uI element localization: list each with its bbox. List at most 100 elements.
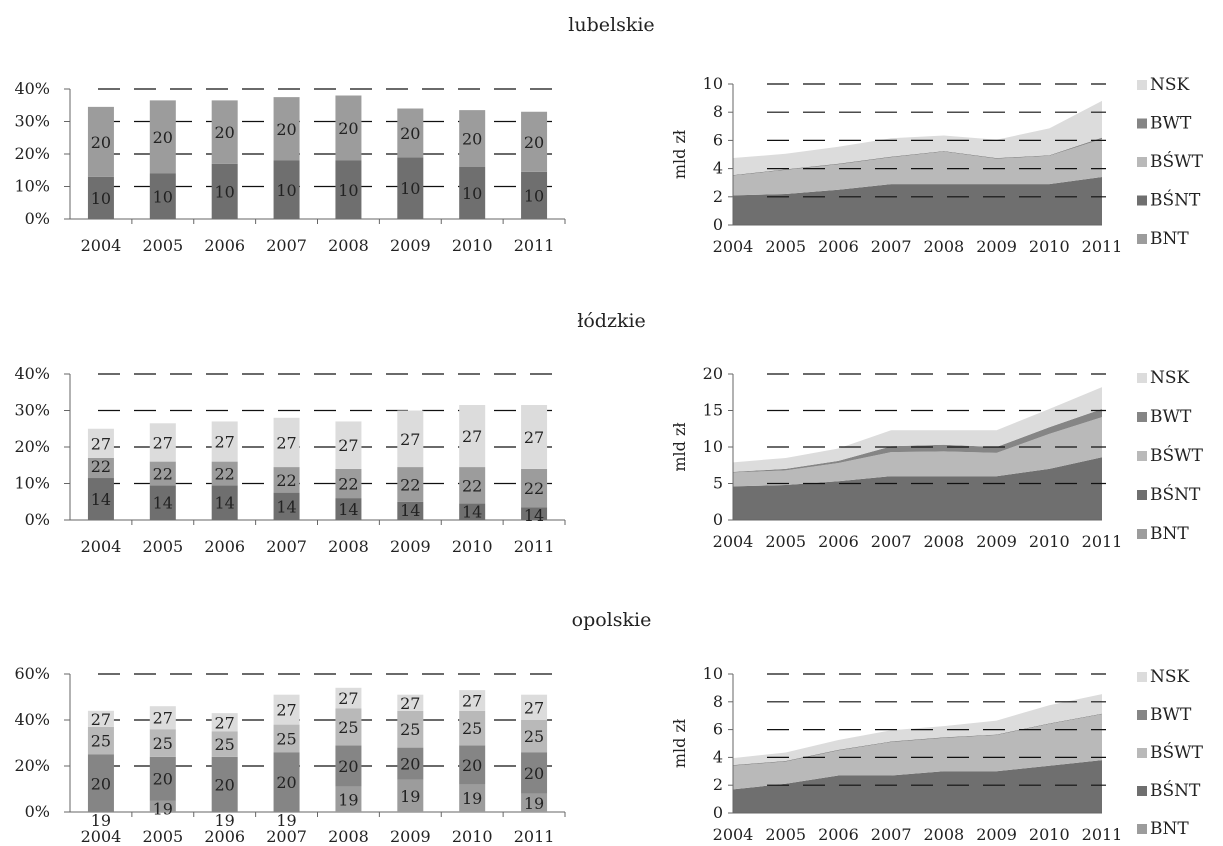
bar-data-label: 20 xyxy=(215,123,235,142)
y-tick-label: 15 xyxy=(703,401,723,420)
x-tick-label: 2011 xyxy=(514,827,555,846)
bar-data-label: 19 xyxy=(400,787,420,806)
x-tick-label: 2009 xyxy=(390,236,431,255)
bar-segment xyxy=(87,428,114,458)
region-title-opolskie: opolskie xyxy=(571,609,652,631)
bar-data-label: 10 xyxy=(400,179,420,198)
legend-label: BŚNT xyxy=(1150,484,1201,505)
legend-label: NSK xyxy=(1150,368,1190,388)
y-tick-label: 20% xyxy=(14,756,50,775)
x-tick-label: 2011 xyxy=(1082,532,1123,551)
bar-segment xyxy=(273,694,300,725)
bar-data-label: 20 xyxy=(276,120,296,139)
bar-segment xyxy=(521,171,548,219)
bar-segment xyxy=(273,467,300,493)
bar-segment xyxy=(149,706,176,730)
bar-segment xyxy=(521,468,548,508)
y-tick-label: 10% xyxy=(14,177,50,196)
x-tick-label: 2008 xyxy=(923,825,964,844)
x-tick-label: 2011 xyxy=(1082,825,1123,844)
legend-label: BŚNT xyxy=(1150,780,1201,801)
bar-data-label: 19 xyxy=(91,811,111,830)
bar-segment xyxy=(87,710,114,727)
bar-segment xyxy=(273,417,300,468)
legend-label: BNT xyxy=(1150,524,1189,544)
bar-segment xyxy=(149,173,176,219)
bar-data-label: 27 xyxy=(215,433,235,452)
y-tick-label: 60% xyxy=(14,664,50,683)
bar-data-label: 14 xyxy=(524,506,544,525)
bar-data-label: 14 xyxy=(276,497,296,516)
x-tick-label: 2007 xyxy=(871,825,912,844)
bar-segment xyxy=(149,729,176,757)
bar-segment xyxy=(397,410,424,468)
bar-segment xyxy=(211,731,238,757)
bar-data-label: 14 xyxy=(153,494,173,513)
bar-segment xyxy=(459,745,486,785)
area-series xyxy=(733,177,1102,225)
x-tick-label: 2008 xyxy=(923,237,964,256)
y-tick-label: 0 xyxy=(713,803,723,822)
bar-segment xyxy=(211,713,238,732)
region-title-lubelskie: lubelskie xyxy=(568,14,655,36)
x-tick-label: 2005 xyxy=(765,825,806,844)
bar-segment xyxy=(273,97,300,161)
bar-segment xyxy=(149,461,176,486)
bar-data-label: 20 xyxy=(524,133,544,152)
bar-data-label: 25 xyxy=(524,727,544,746)
bar-data-label: 10 xyxy=(276,181,296,200)
bar-data-label: 22 xyxy=(91,457,111,476)
bar-data-label: 20 xyxy=(400,755,420,774)
bar-data-label: 27 xyxy=(338,436,358,455)
legend-swatch xyxy=(1137,786,1147,796)
legend-swatch xyxy=(1137,195,1147,206)
bar-segment xyxy=(459,690,486,711)
bar-segment xyxy=(397,108,424,158)
bar-segment xyxy=(149,485,176,520)
area-series xyxy=(733,714,1102,790)
y-tick-label: 5 xyxy=(713,474,723,493)
x-tick-label: 2011 xyxy=(1082,237,1123,256)
x-tick-label: 2006 xyxy=(818,532,859,551)
bar-data-label: 19 xyxy=(338,790,358,809)
bar-data-label: 22 xyxy=(400,475,420,494)
y-tick-label: 10% xyxy=(14,474,50,493)
area-series xyxy=(733,417,1102,487)
y-tick-label: 10 xyxy=(703,437,723,456)
y-tick-label: 6 xyxy=(713,130,723,149)
legend-swatch xyxy=(1137,118,1147,129)
y-tick-label: 0% xyxy=(25,209,50,228)
bar-data-label: 27 xyxy=(338,689,358,708)
bar-data-label: 10 xyxy=(338,181,358,200)
legend-label: BWT xyxy=(1150,705,1192,725)
y-tick-label: 10 xyxy=(703,74,723,93)
bar-data-label: 20 xyxy=(276,773,296,792)
x-tick-label: 2008 xyxy=(923,532,964,551)
bar-segment xyxy=(459,110,486,167)
bar-segment xyxy=(335,468,362,499)
x-tick-label: 2005 xyxy=(765,532,806,551)
x-tick-label: 2009 xyxy=(976,825,1017,844)
x-tick-label: 2004 xyxy=(81,236,122,255)
bar-data-label: 22 xyxy=(462,476,482,495)
x-tick-label: 2008 xyxy=(328,537,369,556)
bar-data-label: 27 xyxy=(153,709,173,728)
bar-segment xyxy=(459,467,486,504)
bar-segment xyxy=(149,756,176,801)
bar-segment xyxy=(521,720,548,753)
bar-data-label: 27 xyxy=(462,427,482,446)
bar-segment xyxy=(459,784,486,812)
bar-segment xyxy=(87,726,114,755)
x-tick-label: 2010 xyxy=(1029,825,1070,844)
x-tick-label: 2011 xyxy=(514,236,555,255)
x-tick-label: 2006 xyxy=(204,827,245,846)
bar-data-label: 19 xyxy=(462,789,482,808)
x-tick-label: 2004 xyxy=(81,827,122,846)
bar-data-label: 27 xyxy=(91,434,111,453)
x-tick-label: 2009 xyxy=(976,532,1017,551)
bar-segment xyxy=(211,485,238,520)
area-series xyxy=(733,457,1102,520)
bar-segment xyxy=(335,745,362,787)
bar-segment xyxy=(397,157,424,219)
bar-segment xyxy=(521,793,548,812)
